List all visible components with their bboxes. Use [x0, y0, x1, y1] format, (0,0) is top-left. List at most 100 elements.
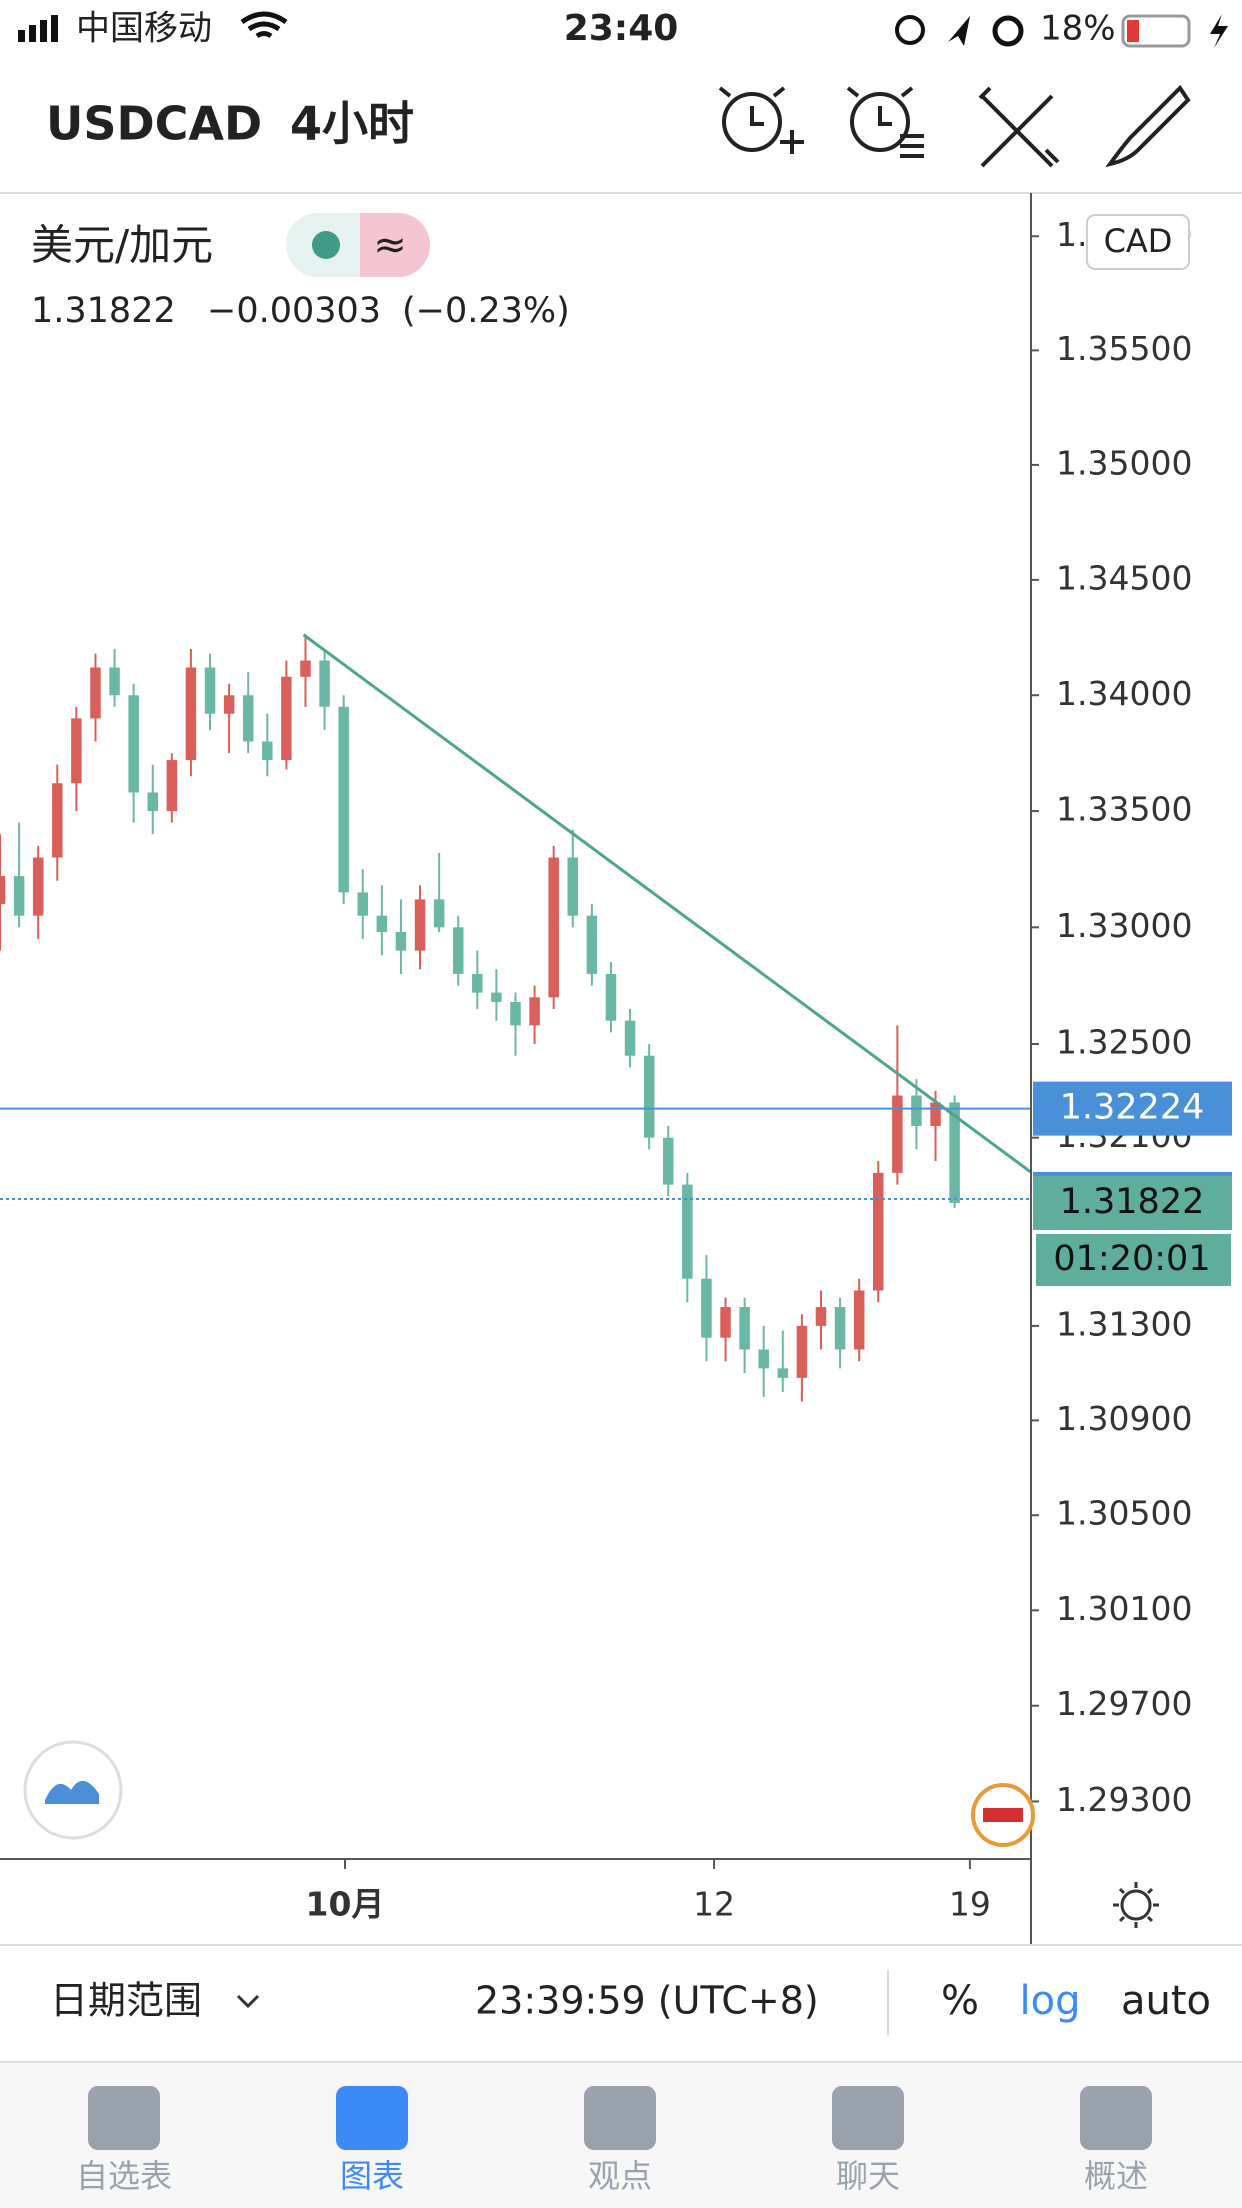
pair-name: 美元/加元	[31, 221, 213, 270]
candle-body	[185, 667, 197, 761]
clock: 23:40	[564, 8, 679, 49]
y-tick-label: 1.31300	[1056, 1304, 1192, 1343]
candle-body	[796, 1325, 808, 1378]
tab-label[interactable]: 图表	[340, 2157, 404, 2195]
candle-body	[701, 1278, 712, 1338]
log-toggle[interactable]: log	[1020, 1978, 1081, 2024]
candle-body	[758, 1349, 769, 1369]
candle-body	[32, 857, 44, 916]
tab-icon[interactable]	[1080, 2086, 1152, 2150]
tab-label[interactable]: 概述	[1084, 2157, 1148, 2195]
interval[interactable]: 4小时	[290, 97, 414, 151]
candle-body	[262, 741, 273, 761]
tab-label[interactable]: 自选表	[76, 2157, 172, 2195]
candle-body	[853, 1290, 865, 1350]
settings-icon[interactable]	[1113, 1882, 1159, 1928]
y-tick-label: 1.34000	[1056, 674, 1192, 713]
candle-body	[128, 695, 139, 793]
candle-body	[834, 1307, 846, 1350]
change: −0.00303	[207, 291, 381, 331]
y-tick-label: 1.33000	[1056, 906, 1192, 945]
candle-body	[491, 992, 502, 1002]
chart: 1.360001.355001.350001.345001.340001.335…	[0, 215, 1192, 1924]
candle-body	[472, 973, 483, 993]
price-line-box	[1033, 1081, 1232, 1136]
candle-body	[567, 857, 579, 916]
candle-body	[510, 1001, 521, 1026]
candle-body	[605, 973, 617, 1021]
candle-body	[395, 931, 407, 951]
candle-body	[166, 760, 178, 812]
candle-body	[319, 660, 330, 707]
tab-icon[interactable]	[832, 2086, 904, 2150]
carrier: 中国移动	[76, 9, 212, 49]
countdown: 01:20:01	[1053, 1239, 1210, 1279]
price-line-label: 1.32224	[1060, 1088, 1205, 1128]
candle-body	[452, 927, 464, 974]
candle-body	[300, 660, 311, 677]
y-tick-label: 1.35500	[1056, 329, 1192, 368]
tab-icon[interactable]	[88, 2086, 160, 2150]
last-price-label: 1.31822	[1060, 1182, 1205, 1222]
y-tick-label: 1.29300	[1056, 1780, 1192, 1819]
bottom-bar: 日期范围 23:39:59 (UTC+8) % log auto	[50, 1970, 1211, 2036]
y-tick-label: 1.35000	[1056, 443, 1192, 482]
y-tick-label: 1.30500	[1056, 1494, 1192, 1533]
candle-body	[433, 899, 445, 928]
candle-body	[739, 1307, 750, 1350]
candle-body	[873, 1172, 884, 1291]
candle-body	[949, 1102, 960, 1203]
currency: CAD	[1104, 222, 1173, 260]
candle-body	[281, 676, 292, 761]
tab-icon[interactable]	[584, 2086, 656, 2150]
y-tick-label: 1.30900	[1056, 1399, 1192, 1438]
candle-body	[662, 1137, 674, 1185]
candle-body	[71, 718, 82, 784]
alert-list-icon[interactable]	[846, 86, 924, 158]
candle-body	[624, 1020, 636, 1056]
tools-icon[interactable]	[978, 86, 1060, 168]
percent-toggle[interactable]: %	[941, 1978, 979, 2024]
symbol[interactable]: USDCAD	[46, 97, 262, 151]
candle-body	[529, 997, 540, 1026]
y-tick-label: 1.32500	[1056, 1023, 1192, 1062]
candle-body	[52, 783, 63, 858]
candle-body	[242, 695, 254, 742]
header: USDCAD 4小时	[46, 84, 1191, 168]
candle-body	[548, 857, 559, 998]
x-tick-label: 10月	[306, 1885, 385, 1924]
candle-body	[0, 876, 6, 905]
legend: 美元/加元 ≈ 1.31822 −0.00303 (−0.23%)	[31, 213, 570, 331]
candle-body	[682, 1184, 693, 1279]
tab-label[interactable]: 聊天	[836, 2157, 900, 2195]
tab-icon[interactable]	[336, 2086, 408, 2150]
date-range[interactable]: 日期范围	[50, 1979, 202, 2023]
candle-body	[777, 1368, 789, 1378]
y-tick-label: 1.29700	[1056, 1684, 1192, 1723]
last-price: 1.31822	[31, 291, 176, 331]
brush-icon[interactable]	[1105, 84, 1191, 168]
alert-add-icon[interactable]	[718, 86, 804, 154]
session-clock: 23:39:59 (UTC+8)	[475, 1979, 819, 2023]
candle-body	[223, 695, 235, 714]
candle-body	[643, 1055, 655, 1138]
tab-label[interactable]: 观点	[588, 2157, 652, 2195]
candle-body	[414, 899, 426, 951]
y-tick-label: 1.30100	[1056, 1589, 1192, 1628]
candle-body	[376, 915, 388, 932]
candle-body	[357, 892, 369, 916]
countdown-box	[1034, 1231, 1233, 1288]
auto-toggle[interactable]: auto	[1121, 1978, 1211, 2024]
x-tick-label: 19	[949, 1885, 991, 1924]
candle-body	[892, 1095, 903, 1173]
x-tick-label: 12	[693, 1885, 735, 1924]
candle-body	[109, 667, 120, 696]
battery-percent: 18%	[1040, 9, 1116, 49]
candle-body	[815, 1307, 827, 1326]
candle-body	[586, 915, 598, 974]
svg-text:≈: ≈	[373, 222, 407, 268]
candle-body	[204, 667, 216, 714]
